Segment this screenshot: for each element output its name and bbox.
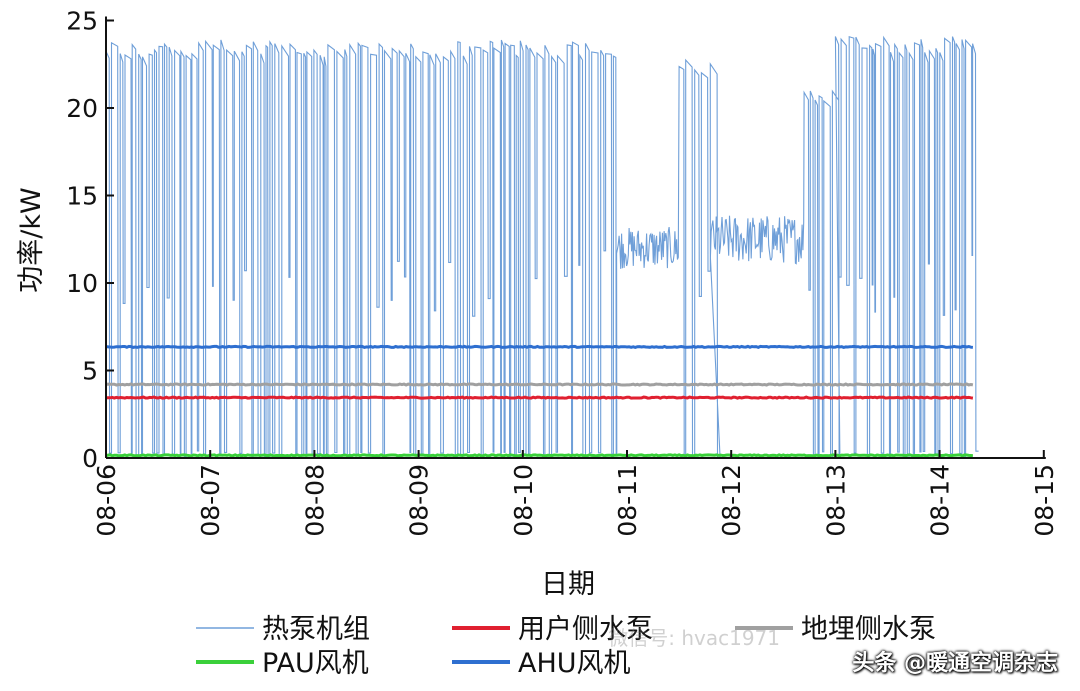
x-tick-label: 08-12 [717,464,746,537]
watermark-faint: 微信号: hvac1971 [608,626,780,650]
x-tick-label: 08-10 [509,464,538,537]
legend-label: 地埋侧水泵 [801,614,936,645]
series-line-heat-pump [105,35,979,459]
legend-label: PAU风机 [262,648,369,679]
legend-label: 热泵机组 [262,614,370,645]
x-tick-label: 08-14 [926,464,955,537]
legend-label: AHU风机 [518,648,631,679]
y-tick-label: 20 [66,94,98,123]
y-tick-label: 5 [82,357,98,386]
legend: 热泵机组 用户侧水泵 地埋侧水泵 PAU风机 AHU风机 [196,614,936,679]
x-tick-label: 08-09 [405,464,434,537]
x-tick-label: 08-13 [821,464,850,537]
x-tick-label: 08-11 [613,464,642,537]
watermark: 头条 @暖通空调杂志 [852,651,1058,676]
y-tick-label: 10 [66,269,98,298]
x-tick-label: 08-08 [300,464,329,537]
legend-label: 用户侧水泵 [518,614,653,645]
x-tick-label: 08-15 [1030,464,1059,537]
series-line-4 [105,344,974,350]
plot-series-layer [105,35,979,459]
x-tick-label: 08-07 [196,464,225,537]
x-tick-label: 08-06 [92,464,121,537]
series-line-3 [105,453,974,458]
series-line-1 [106,395,974,400]
series-line-2 [105,382,974,387]
y-tick-label: 0 [82,444,98,473]
y-tick-label: 15 [66,182,98,211]
y-axis-title: 功率/kW [16,187,47,292]
x-axis-title: 日期 [541,569,595,600]
axes-layer: 0 5 10 15 20 25 08-06 08-07 08-08 08-09 08-10 08-11… [66,7,1059,537]
y-tick-label: 25 [66,7,98,36]
